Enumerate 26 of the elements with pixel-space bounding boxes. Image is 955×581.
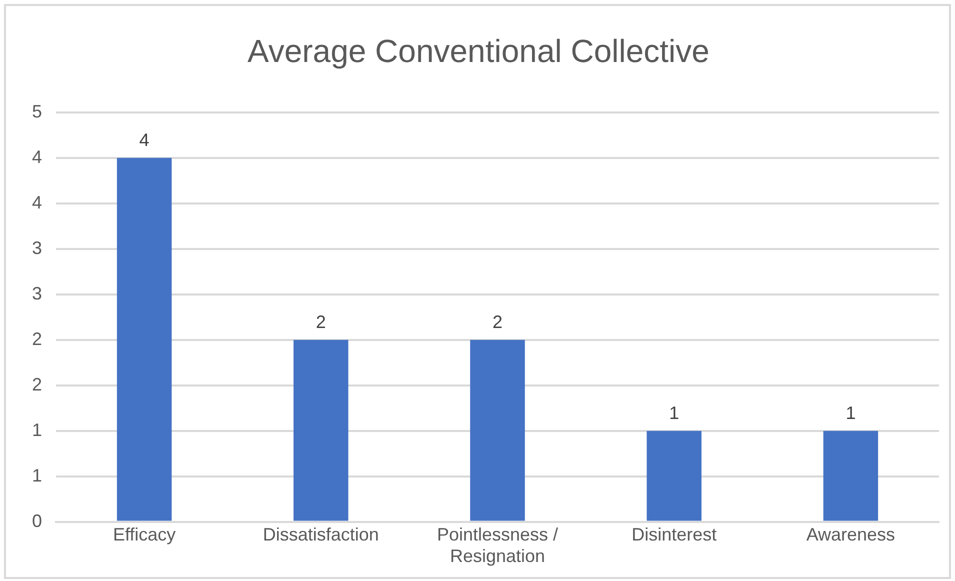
- data-label: 1: [669, 402, 680, 423]
- y-tick-label: 5: [32, 101, 42, 122]
- y-tick-label: 0: [32, 510, 42, 531]
- data-label: 1: [846, 402, 856, 423]
- bar: [470, 340, 525, 521]
- data-label: 2: [492, 312, 503, 332]
- y-tick-label: 1: [32, 465, 42, 486]
- bar: [116, 158, 172, 521]
- y-tick-label: 4: [32, 192, 42, 212]
- y-tick-label: 3: [32, 238, 42, 258]
- bar: [823, 430, 878, 521]
- y-tick-label: 2: [32, 374, 42, 394]
- x-tick-label: Awareness: [806, 524, 896, 545]
- x-tick-label: Disinterest: [632, 524, 717, 545]
- data-label: 2: [316, 312, 326, 332]
- y-tick-label: 2: [32, 328, 42, 349]
- data-label: 4: [139, 130, 150, 150]
- x-tick-label: Dissatisfaction: [262, 524, 379, 545]
- bar: [646, 430, 702, 521]
- x-tick-label: Pointlessness / Resignation: [436, 524, 558, 566]
- bar: [294, 340, 348, 521]
- y-tick-label: 4: [32, 146, 42, 167]
- y-tick-label: 1: [32, 420, 42, 440]
- chart-title: Average Conventional Collective: [248, 33, 710, 70]
- x-tick-label: Efficacy: [112, 524, 176, 545]
- y-tick-label: 3: [32, 283, 42, 304]
